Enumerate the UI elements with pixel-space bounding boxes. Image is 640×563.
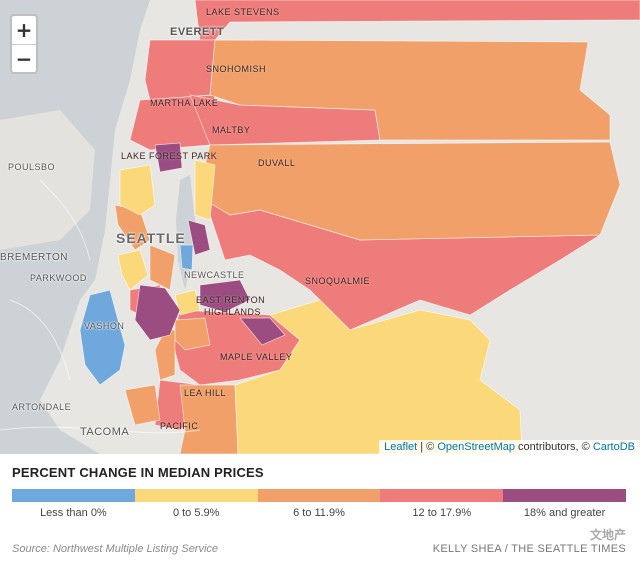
leaflet-link[interactable]: Leaflet <box>384 441 418 453</box>
label-east-renton: EAST RENTON <box>196 295 266 305</box>
watermark: 文地产 <box>589 528 626 542</box>
credit-line: KELLY SHEA / THE SEATTLE TIMES <box>432 543 626 555</box>
label-parkwood: PARKWOOD <box>30 273 87 283</box>
legend-label-less-than-0: Less than 0% <box>40 507 107 519</box>
legend-swatch-12-to-17 <box>380 489 504 502</box>
label-duvall: DUVALL <box>258 158 296 168</box>
label-maltby: MALTBY <box>212 125 251 135</box>
label-seattle: SEATTLE <box>116 230 186 246</box>
carto-link[interactable]: CartoDB <box>592 441 635 453</box>
legend: PERCENT CHANGE IN MEDIAN PRICES Less tha… <box>0 454 640 563</box>
zoom-out-button[interactable]: − <box>12 44 36 73</box>
legend-swatch-0-to-5 <box>134 489 258 502</box>
roads <box>0 179 201 434</box>
label-martha-lake: MARTHA LAKE <box>150 98 219 108</box>
label-maple-valley: MAPLE VALLEY <box>220 352 293 362</box>
legend-label-0-to-5: 0 to 5.9% <box>172 507 220 519</box>
kitsap-land <box>0 110 95 250</box>
legend-label-6-to-11: 6 to 11.9% <box>293 507 345 519</box>
legend-swatch-less-than-0 <box>12 489 135 502</box>
legend-color-bar <box>12 489 626 502</box>
attribution-separator: | © <box>417 441 438 453</box>
label-pacific: PACIFIC <box>160 421 199 431</box>
puget-sound-water <box>0 0 150 454</box>
label-artondale: ARTONDALE <box>12 402 72 412</box>
label-bremerton: BREMERTON <box>0 252 69 263</box>
regions-6-to-11 <box>114 39 621 454</box>
map-canvas <box>0 0 640 454</box>
label-snoqualmie: SNOQUALMIE <box>305 276 371 286</box>
legend-label-12-to-17: 12 to 17.9% <box>412 507 472 519</box>
label-newcastle: NEWCASTLE <box>184 270 245 280</box>
attribution-contributors: contributors, © <box>515 441 593 453</box>
legend-swatch-6-to-11 <box>257 489 381 502</box>
legend-label-18-plus: 18% and greater <box>523 507 606 519</box>
regions-less-than-0 <box>79 244 194 386</box>
label-snohomish: SNOHOMISH <box>206 64 267 74</box>
source-note: Source: Northwest Multiple Listing Servi… <box>12 543 219 555</box>
label-vashon: VASHON <box>84 321 125 331</box>
zoom-in-button[interactable]: + <box>15 18 33 42</box>
label-lake-forest-park: LAKE FOREST PARK <box>121 151 218 161</box>
map-attribution: Leaflet | © OpenStreetMap contributors, … <box>379 440 640 454</box>
label-highlands: HIGHLANDS <box>204 307 262 317</box>
legend-labels: Less than 0% 0 to 5.9% 6 to 11.9% 12 to … <box>12 507 626 519</box>
label-lea-hill: LEA HILL <box>184 388 227 398</box>
regions-18-plus <box>134 142 286 346</box>
osm-link[interactable]: OpenStreetMap <box>437 441 515 453</box>
label-everett: EVERETT <box>170 26 225 38</box>
label-tacoma: TACOMA <box>80 426 130 438</box>
regions-0-to-5 <box>117 159 523 454</box>
legend-swatch-18-plus <box>503 489 626 502</box>
zoom-control: + − <box>10 14 38 74</box>
label-lake-stevens: LAKE STEVENS <box>206 7 280 17</box>
legend-title: PERCENT CHANGE IN MEDIAN PRICES <box>12 465 264 480</box>
label-poulsbo: POULSBO <box>8 162 56 172</box>
map[interactable]: + − LAKE STEVENS EVERETT SNOHOMISH MARTH… <box>0 0 640 454</box>
